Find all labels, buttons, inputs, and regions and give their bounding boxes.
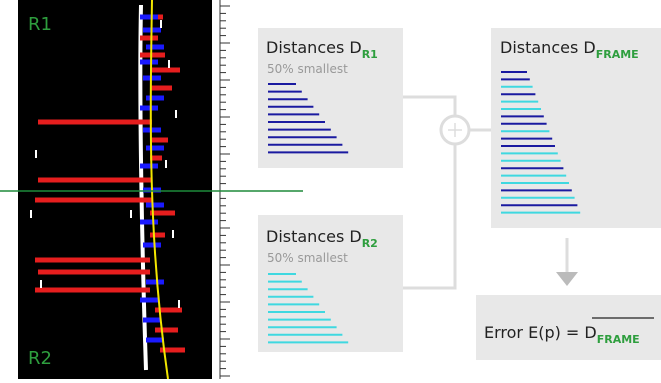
page: R1 R2 Distances DR1 50% smallest Distanc… (0, 0, 661, 379)
box-subtitle: 50% smallest (267, 62, 348, 76)
region-label: R1 (28, 14, 52, 35)
subscript: FRAME (597, 333, 640, 346)
box-subtitle: 50% smallest (267, 251, 348, 265)
ruler (220, 0, 230, 379)
subscript: R1 (362, 48, 378, 61)
diagram: R1 R2 Distances DR1 50% smallest Distanc… (0, 0, 661, 379)
speck (165, 160, 167, 168)
subscript: FRAME (596, 48, 639, 61)
speck (40, 280, 42, 288)
arrow-head (556, 272, 578, 286)
image-panel (18, 0, 212, 379)
region-label: R2 (28, 348, 52, 369)
title: Distances D (266, 38, 362, 57)
speck (168, 60, 170, 68)
speck (160, 20, 162, 28)
speck (35, 150, 37, 158)
subscript: R2 (362, 237, 378, 250)
speck (130, 210, 132, 218)
speck (178, 300, 180, 308)
formula: Error E(p) = D (484, 323, 597, 342)
speck (30, 210, 32, 218)
speck (172, 230, 174, 238)
title: Distances D (266, 227, 362, 246)
title: Distances D (500, 38, 596, 57)
speck (175, 110, 177, 118)
